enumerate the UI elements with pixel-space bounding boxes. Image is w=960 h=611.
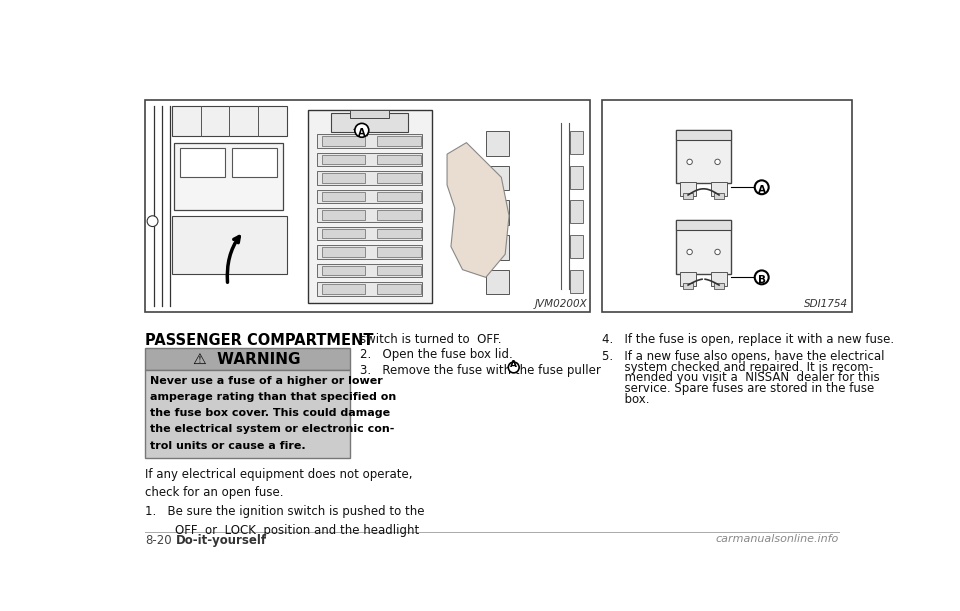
Text: box.: box. <box>602 393 650 406</box>
Bar <box>317 263 422 277</box>
Bar <box>145 348 350 370</box>
Bar <box>317 134 422 148</box>
Text: 8-20: 8-20 <box>145 534 172 547</box>
Bar <box>714 283 724 289</box>
Bar <box>322 136 365 145</box>
Text: 4.   If the fuse is open, replace it with a new fuse.: 4. If the fuse is open, replace it with … <box>602 333 894 346</box>
Circle shape <box>715 249 720 255</box>
Circle shape <box>508 362 519 373</box>
Bar <box>677 219 731 230</box>
Bar <box>322 247 365 257</box>
Bar <box>175 142 283 210</box>
Bar <box>231 148 276 177</box>
Bar <box>322 210 365 219</box>
Bar <box>172 106 287 136</box>
Bar <box>677 130 731 141</box>
Text: system checked and repaired. It is recom-: system checked and repaired. It is recom… <box>602 360 874 373</box>
Text: A: A <box>510 360 517 369</box>
Bar <box>714 192 724 199</box>
Circle shape <box>755 271 769 284</box>
Text: Do-it-yourself: Do-it-yourself <box>176 534 267 547</box>
Bar <box>317 227 422 240</box>
Polygon shape <box>447 142 509 277</box>
Bar <box>317 282 422 296</box>
Bar <box>377 284 420 293</box>
Bar <box>317 153 422 166</box>
Bar <box>317 245 422 259</box>
Text: mended you visit a  NISSAN  dealer for this: mended you visit a NISSAN dealer for thi… <box>602 371 879 384</box>
Bar <box>486 166 509 191</box>
Text: switch is turned to  OFF.: switch is turned to OFF. <box>360 333 502 346</box>
Circle shape <box>715 159 720 164</box>
Bar <box>377 174 420 183</box>
Text: JVM0200X: JVM0200X <box>535 299 588 309</box>
Text: A: A <box>757 185 766 196</box>
Bar <box>377 192 420 201</box>
Bar <box>180 148 226 177</box>
Circle shape <box>355 123 369 137</box>
Text: the fuse box cover. This could damage: the fuse box cover. This could damage <box>150 408 391 419</box>
Bar <box>322 229 365 238</box>
Bar <box>486 200 509 225</box>
Bar <box>711 272 727 286</box>
Bar <box>486 235 509 260</box>
Bar <box>570 269 583 293</box>
Text: carmanualsonline.info: carmanualsonline.info <box>716 534 839 544</box>
Bar <box>486 131 509 156</box>
Bar <box>377 155 420 164</box>
Bar <box>570 235 583 258</box>
Bar <box>317 208 422 222</box>
Bar <box>317 171 422 185</box>
Bar <box>377 247 420 257</box>
Text: .: . <box>523 364 535 376</box>
Text: 1.   Be sure the ignition switch is pushed to the
        OFF  or  LOCK  positio: 1. Be sure the ignition switch is pushed… <box>145 505 424 536</box>
Bar <box>602 100 852 312</box>
Bar <box>322 192 365 201</box>
Text: trol units or cause a fire.: trol units or cause a fire. <box>150 441 306 450</box>
Bar <box>317 189 422 203</box>
Bar <box>677 130 731 183</box>
Bar <box>677 219 731 274</box>
Circle shape <box>755 180 769 194</box>
Text: A: A <box>358 128 366 138</box>
Bar <box>377 210 420 219</box>
Bar <box>322 174 365 183</box>
Bar <box>681 272 696 286</box>
Text: Never use a fuse of a higher or lower: Never use a fuse of a higher or lower <box>150 376 383 386</box>
Circle shape <box>147 216 158 227</box>
Text: SDI1754: SDI1754 <box>804 299 849 309</box>
Bar <box>377 136 420 145</box>
Bar <box>331 112 408 132</box>
Bar <box>377 266 420 275</box>
Bar <box>570 131 583 154</box>
Bar <box>322 266 365 275</box>
Text: B: B <box>757 276 766 285</box>
Text: the electrical system or electronic con-: the electrical system or electronic con- <box>150 425 395 434</box>
Text: 3.   Remove the fuse with the fuse puller: 3. Remove the fuse with the fuse puller <box>360 364 601 376</box>
Circle shape <box>687 159 692 164</box>
Text: ⚠  WARNING: ⚠ WARNING <box>193 352 300 367</box>
Bar <box>486 269 509 295</box>
Bar <box>145 370 350 458</box>
Bar <box>711 182 727 196</box>
Text: If any electrical equipment does not operate,
check for an open fuse.: If any electrical equipment does not ope… <box>145 467 412 499</box>
Bar <box>172 216 287 274</box>
Circle shape <box>687 249 692 255</box>
Bar <box>307 109 432 303</box>
Bar <box>322 284 365 293</box>
Text: 2.   Open the fuse box lid.: 2. Open the fuse box lid. <box>360 348 513 361</box>
Bar <box>377 229 420 238</box>
Bar <box>322 155 365 164</box>
Bar <box>570 200 583 224</box>
Text: service. Spare fuses are stored in the fuse: service. Spare fuses are stored in the f… <box>602 382 875 395</box>
Text: PASSENGER COMPARTMENT: PASSENGER COMPARTMENT <box>145 333 373 348</box>
Bar <box>681 182 696 196</box>
Text: amperage rating than that specified on: amperage rating than that specified on <box>150 392 396 402</box>
Bar <box>570 166 583 189</box>
Text: 5.   If a new fuse also opens, have the electrical: 5. If a new fuse also opens, have the el… <box>602 349 884 363</box>
Bar <box>684 192 693 199</box>
Bar <box>684 283 693 289</box>
Bar <box>145 100 590 312</box>
Bar <box>350 110 389 118</box>
